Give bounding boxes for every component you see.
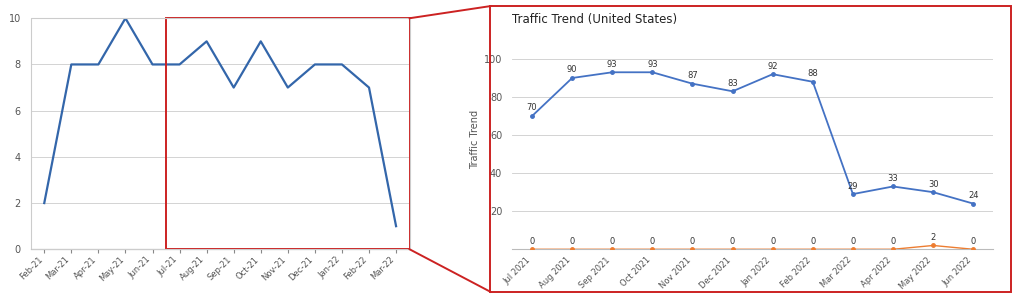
Text: 0: 0 [650,237,655,246]
Text: 24: 24 [968,191,979,200]
Text: Traffic Trend (United States): Traffic Trend (United States) [512,13,677,26]
Paid Traffic [967,247,979,251]
Paid Traffic [726,247,738,251]
Text: 93: 93 [607,60,617,69]
Line: Paid Traffic: Paid Traffic [530,244,975,251]
Paid Traffic [526,247,539,251]
Text: 0: 0 [770,237,775,246]
Text: 0: 0 [730,237,735,246]
Text: 0: 0 [891,237,896,246]
Text: 0: 0 [529,237,535,246]
Text: 70: 70 [526,103,538,112]
Text: 0: 0 [810,237,815,246]
Organic Traffic [967,202,979,206]
Paid Traffic [606,247,618,251]
Organic Traffic [566,76,579,80]
Text: 2: 2 [931,233,936,242]
Text: 0: 0 [971,237,976,246]
Paid Traffic [887,247,899,251]
Text: 92: 92 [767,62,778,71]
Paid Traffic [927,244,939,247]
Bar [166,18,410,249]
Text: 33: 33 [888,174,898,183]
Paid Traffic [686,247,698,251]
Text: 83: 83 [727,79,738,88]
Organic Traffic [606,71,618,74]
Organic Traffic [927,190,939,194]
Organic Traffic [526,114,539,118]
Line: Organic Traffic: Organic Traffic [530,71,975,205]
Text: 0: 0 [850,237,855,246]
Paid Traffic [807,247,819,251]
Text: 0: 0 [690,237,695,246]
Organic Traffic [887,185,899,188]
Text: 29: 29 [848,181,858,191]
Organic Traffic [807,80,819,84]
Organic Traffic [646,71,658,74]
Text: 87: 87 [687,71,697,80]
Paid Traffic [566,247,579,251]
Organic Traffic [726,89,738,93]
Text: 88: 88 [808,69,818,78]
Organic Traffic [767,72,779,76]
Text: 0: 0 [609,237,614,246]
Paid Traffic [646,247,658,251]
Text: 93: 93 [647,60,657,69]
Y-axis label: Traffic Trend: Traffic Trend [470,110,479,169]
Text: 90: 90 [567,65,578,74]
Organic Traffic [686,82,698,85]
Text: 30: 30 [928,180,938,188]
Organic Traffic [847,192,859,196]
Text: 0: 0 [569,237,574,246]
Paid Traffic [847,247,859,251]
Paid Traffic [767,247,779,251]
